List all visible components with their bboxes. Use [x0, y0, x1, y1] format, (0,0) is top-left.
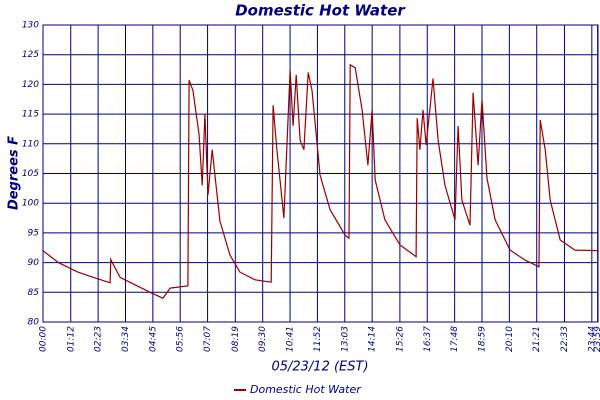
y-tick-label: 125 [22, 50, 39, 60]
x-tick-label: 13:03 [340, 326, 350, 352]
x-tick-label: 20:10 [505, 326, 515, 352]
x-tick-label: 16:37 [423, 326, 433, 352]
y-tick-label: 120 [22, 80, 39, 90]
y-tick-label: 105 [22, 169, 39, 179]
y-tick-label: 85 [28, 288, 40, 298]
plot-border [42, 24, 599, 323]
x-tick-label: 10:41 [286, 326, 296, 352]
x-tick-label: 00:00 [39, 326, 49, 352]
legend-label: Domestic Hot Water [250, 383, 362, 396]
x-tick-label: 15:26 [395, 326, 405, 352]
y-tick-label: 90 [28, 258, 40, 268]
x-tick-label: 05:56 [176, 326, 186, 352]
x-tick-label: 17:48 [450, 326, 460, 352]
x-tick-label: 09:30 [258, 326, 268, 352]
x-tick-label: 03:34 [121, 326, 131, 352]
y-tick-label: 115 [22, 110, 39, 120]
x-tick-label: 08:19 [231, 326, 241, 352]
x-tick-label: 18:59 [477, 326, 487, 352]
x-tick-label: 21:21 [532, 326, 542, 352]
x-tick-label: 23:44 [587, 326, 597, 352]
y-tick-label: 100 [22, 199, 39, 209]
y-tick-label: 130 [22, 21, 39, 31]
chart-title: Domestic Hot Water [235, 2, 406, 20]
y-tick-label: 95 [28, 228, 40, 238]
x-tick-label: 23:59 [593, 326, 600, 352]
y-axis-label: Degrees F [7, 136, 22, 210]
x-tick-label: 04:45 [148, 326, 158, 352]
x-tick-label: 01:12 [66, 326, 76, 352]
x-tick-label: 22:33 [560, 326, 570, 352]
x-tick-label: 11:52 [313, 326, 323, 352]
x-tick-label: 07:07 [203, 326, 213, 352]
x-tick-label: 02:23 [94, 326, 104, 352]
x-axis-label: 05/23/12 (EST) [271, 360, 368, 375]
data-line [42, 63, 599, 299]
y-tick-label: 80 [28, 318, 40, 328]
x-tick-label: 14:14 [368, 326, 378, 352]
y-tick-label: 110 [22, 139, 39, 149]
